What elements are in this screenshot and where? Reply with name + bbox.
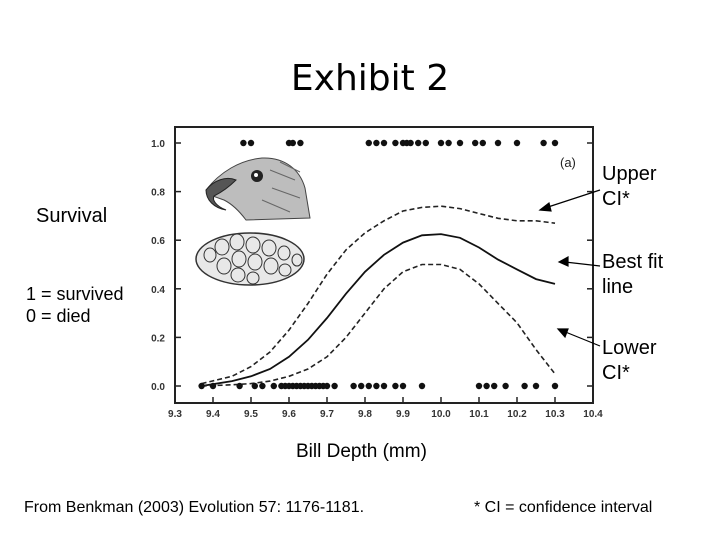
died-point	[373, 382, 380, 390]
died-point	[475, 382, 483, 390]
survived-point	[415, 139, 422, 147]
upper-ci-callout-line2: CI*	[602, 188, 630, 210]
survived-point	[472, 139, 479, 147]
x-tick-label: 9.7	[320, 409, 334, 420]
died-point	[209, 382, 217, 390]
x-tick-label: 10.1	[469, 409, 489, 420]
best-fit-arrowhead	[557, 255, 569, 267]
survived-point	[297, 139, 304, 147]
lower-ci-callout: Lower CI*	[602, 336, 656, 386]
footnote: * CI = confidence interval	[474, 499, 653, 516]
x-tick-label: 9.8	[358, 409, 372, 420]
died-point	[358, 382, 365, 390]
y-tick-label: 0.0	[151, 382, 165, 393]
panel-label: (a)	[560, 155, 576, 170]
survived-point	[437, 139, 445, 147]
survived-point	[365, 139, 372, 147]
died-point	[365, 382, 372, 390]
lower-ci-callout-line2: CI*	[602, 362, 630, 384]
died-point	[483, 382, 490, 390]
died-point	[418, 382, 426, 390]
died-point	[521, 382, 528, 390]
survived-point	[422, 139, 429, 147]
upper-ci-line	[201, 205, 556, 385]
y-tick-label: 0.8	[151, 188, 165, 199]
x-axis: 9.3 9.4 9.5 9.6 9.7 9.8 9.9 10.0 10.1 10.2 10.3 10.…	[168, 397, 603, 420]
x-tick-label: 10.4	[583, 409, 603, 420]
best-fit-arrow	[564, 261, 601, 267]
died-point	[491, 382, 498, 390]
lower-ci-arrowhead	[556, 328, 569, 339]
x-tick-label: 9.3	[168, 409, 182, 420]
crossbill-head-illustration	[205, 157, 311, 221]
survived-point	[380, 139, 388, 147]
best-fit-callout-line2: line	[602, 276, 634, 298]
y-tick-label: 0.6	[151, 236, 165, 247]
lower-ci-callout-line1: Lower	[602, 337, 657, 359]
best-fit-callout: Best fit line	[602, 250, 663, 300]
citation: From Benkman (2003) Evolution 57: 1176-1…	[24, 499, 365, 516]
died-point	[350, 382, 357, 390]
x-axis-title: Bill Depth (mm)	[296, 441, 427, 462]
died-point	[259, 382, 266, 390]
x-tick-label: 9.9	[396, 409, 410, 420]
y-axis-title: Survival	[36, 205, 108, 227]
died-point	[323, 382, 331, 390]
survived-points	[240, 139, 559, 147]
x-tick-label: 9.4	[206, 409, 220, 420]
upper-ci-arrowhead	[538, 201, 552, 212]
survived-point	[494, 139, 502, 147]
died-points	[198, 382, 559, 390]
died-point	[392, 382, 399, 390]
died-point	[270, 382, 277, 390]
lower-ci-line	[201, 263, 556, 387]
pine-cone-illustration	[195, 232, 305, 286]
slide-title: Exhibit 2	[290, 58, 450, 99]
survived-point	[551, 139, 559, 147]
died-point	[502, 382, 509, 390]
lower-ci-arrow	[562, 330, 601, 347]
survived-point	[407, 139, 414, 147]
died-point	[198, 382, 205, 390]
survival-key-died: 0 = died	[26, 306, 91, 326]
survived-point	[240, 139, 247, 147]
x-tick-label: 9.6	[282, 409, 296, 420]
y-axis: 0.0 0.2 0.4 0.6 0.8 1.0	[151, 139, 593, 393]
survived-point	[540, 139, 547, 147]
survived-point	[479, 139, 486, 147]
upper-ci-callout-line1: Upper	[602, 163, 657, 185]
died-point	[551, 382, 559, 390]
x-tick-label: 9.5	[244, 409, 258, 420]
survived-point	[456, 139, 464, 147]
survival-key-survived: 1 = survived	[26, 284, 124, 304]
upper-ci-arrow	[544, 189, 601, 209]
died-point	[399, 382, 407, 390]
survived-point	[289, 139, 296, 147]
best-fit-callout-line1: Best fit	[602, 251, 664, 273]
best-fit-line	[201, 233, 556, 387]
survived-point	[392, 139, 399, 147]
survived-point	[373, 139, 380, 147]
survived-point	[247, 139, 255, 147]
died-point	[380, 382, 388, 390]
died-point	[532, 382, 540, 390]
x-tick-label: 10.3	[545, 409, 565, 420]
died-point	[251, 382, 258, 390]
callout-arrows	[538, 189, 601, 347]
x-tick-label: 10.2	[507, 409, 527, 420]
x-tick-label: 10.0	[431, 409, 451, 420]
died-point	[236, 382, 243, 390]
y-tick-label: 1.0	[151, 139, 165, 150]
survival-key: 1 = survived 0 = died	[26, 283, 124, 327]
survived-point	[513, 139, 521, 147]
y-tick-label: 0.4	[151, 285, 165, 296]
upper-ci-callout: Upper CI*	[602, 162, 656, 212]
survived-point	[445, 139, 452, 147]
died-point	[331, 382, 338, 390]
y-tick-label: 0.2	[151, 333, 165, 344]
